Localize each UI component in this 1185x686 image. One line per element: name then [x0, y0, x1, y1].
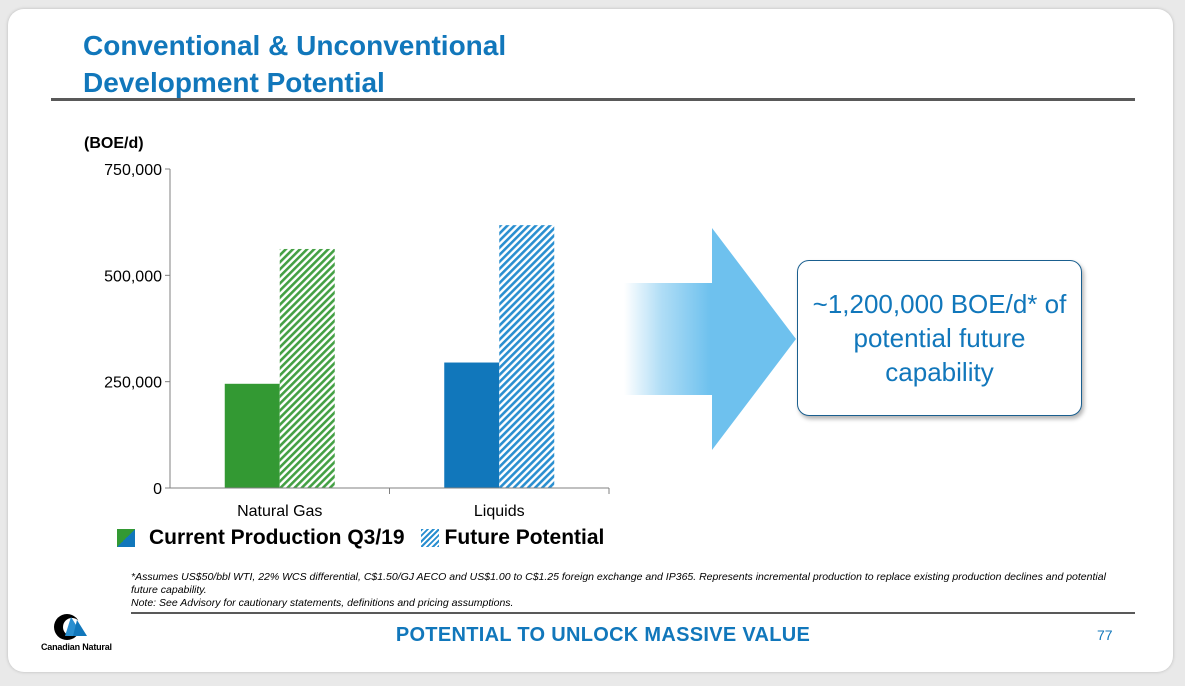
y-tick-label: 500,000 — [104, 268, 162, 285]
y-axis-unit-label: (BOE/d) — [84, 135, 144, 152]
legend-swatch-future — [420, 529, 439, 547]
x-category-label: Natural Gas — [237, 503, 322, 520]
slide: Conventional & Unconventional Developmen… — [8, 9, 1173, 672]
bar-future-liquids — [499, 225, 555, 489]
bar-current-liquids — [444, 362, 500, 488]
page-number: 77 — [1097, 627, 1113, 643]
y-tick-label: 750,000 — [104, 162, 162, 179]
chart-legend: Current Production Q3/19 Future Potentia… — [117, 525, 604, 551]
legend-label-current: Current Production Q3/19 — [149, 526, 405, 549]
bar-current-natural-gas — [224, 383, 280, 488]
bar-chart: 0 250,000 500,000 750,000 Natural Gas Liquid… — [104, 162, 796, 520]
y-tick-label: 0 — [153, 481, 162, 498]
callout-box: ~1,200,000 BOE/d* of potential future ca… — [797, 260, 1082, 416]
footnote-assumptions: *Assumes US$50/bbl WTI, 22% WCS differen… — [131, 571, 1106, 596]
footer-tagline: POTENTIAL TO UNLOCK MASSIVE VALUE — [395, 624, 811, 646]
callout-text: ~1,200,000 BOE/d* of potential future ca… — [812, 289, 1067, 387]
slide-title-line-2: Development Potential — [83, 67, 385, 98]
logo-text: Canadian Natural — [41, 642, 112, 652]
legend-label-future: Future Potential — [444, 526, 605, 549]
logo-icon — [54, 614, 87, 640]
slide-title-line-1: Conventional & Unconventional — [83, 30, 507, 61]
company-logo: Canadian Natural — [41, 612, 131, 657]
footnote: *Assumes US$50/bbl WTI, 22% WCS differen… — [131, 571, 1131, 610]
footer-divider — [131, 612, 1135, 614]
title-divider — [51, 98, 1135, 101]
slide-title: Conventional & Unconventional Developmen… — [83, 27, 506, 101]
legend-swatch-current — [117, 529, 135, 547]
footnote-note: Note: See Advisory for cautionary statem… — [131, 597, 514, 609]
y-tick-label: 250,000 — [104, 375, 162, 392]
right-arrow-icon — [624, 228, 796, 450]
x-category-label: Liquids — [474, 503, 525, 520]
bar-future-natural-gas — [279, 248, 335, 488]
